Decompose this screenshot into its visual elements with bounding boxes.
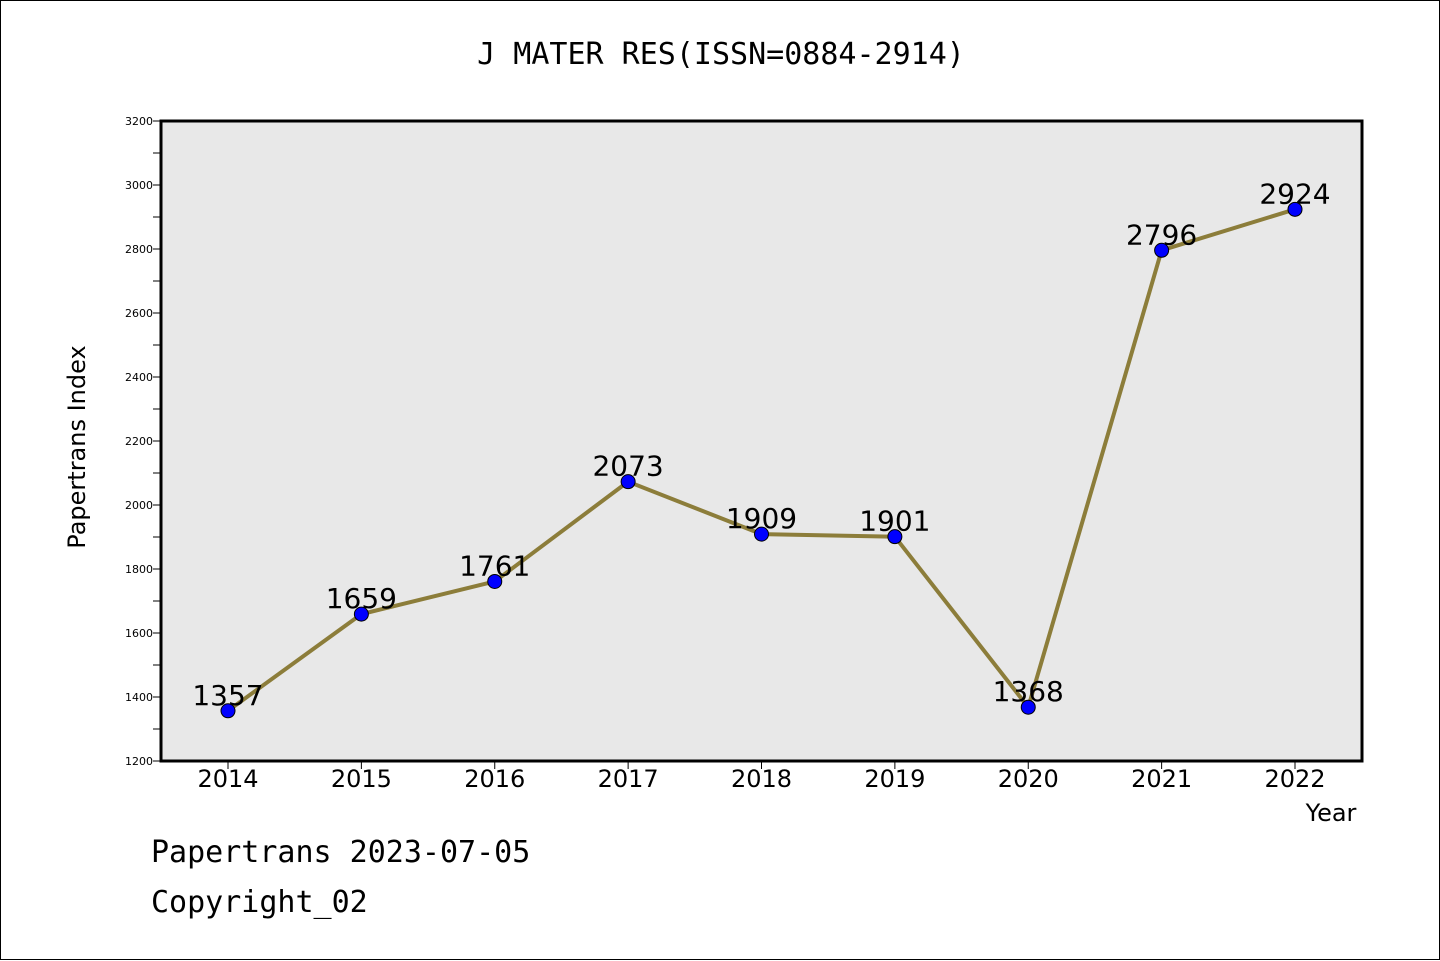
- y-tick-label: 3000: [125, 179, 153, 192]
- data-point: [353, 606, 369, 622]
- x-tick-label: 2016: [464, 765, 525, 793]
- x-axis-label: Year: [1305, 799, 1357, 827]
- y-tick-label: 2400: [125, 371, 153, 384]
- y-tick-label: 1200: [125, 755, 153, 768]
- plot-border: [159, 119, 1364, 763]
- data-point: [754, 526, 769, 542]
- x-tick-label: 2015: [331, 765, 392, 793]
- y-tick-label: 2800: [125, 243, 153, 256]
- x-tick-label: 2022: [1264, 765, 1325, 793]
- x-tick-label: 2019: [864, 765, 925, 793]
- y-tick-label: 2600: [125, 307, 153, 320]
- x-tick-label: 2017: [598, 765, 659, 793]
- data-point: [487, 573, 503, 589]
- data-point: [1287, 201, 1303, 217]
- y-tick-label: 1400: [125, 691, 153, 704]
- y-tick-label: 1600: [125, 627, 153, 640]
- y-axis-label: Papertrans Index: [63, 345, 91, 548]
- y-tick-label: 3200: [125, 115, 153, 128]
- data-point: [620, 474, 636, 490]
- x-tick-label: 2021: [1131, 765, 1192, 793]
- x-tick-label: 2014: [197, 765, 258, 793]
- data-point: [1020, 699, 1036, 715]
- data-point: [887, 529, 903, 545]
- y-tick-label: 2200: [125, 435, 153, 448]
- footer-date: Papertrans 2023-07-05: [151, 835, 531, 870]
- data-point: [1154, 242, 1170, 258]
- y-tick-label: 2000: [125, 499, 153, 512]
- x-tick-label: 2020: [998, 765, 1059, 793]
- y-tick-label: 1800: [125, 563, 153, 576]
- chart-title: J MATER RES(ISSN=0884-2914): [477, 37, 965, 72]
- x-tick-label: 2018: [731, 765, 792, 793]
- data-point: [220, 703, 236, 719]
- footer-copyright: Copyright_02: [151, 885, 368, 920]
- plot-area: [161, 121, 1362, 761]
